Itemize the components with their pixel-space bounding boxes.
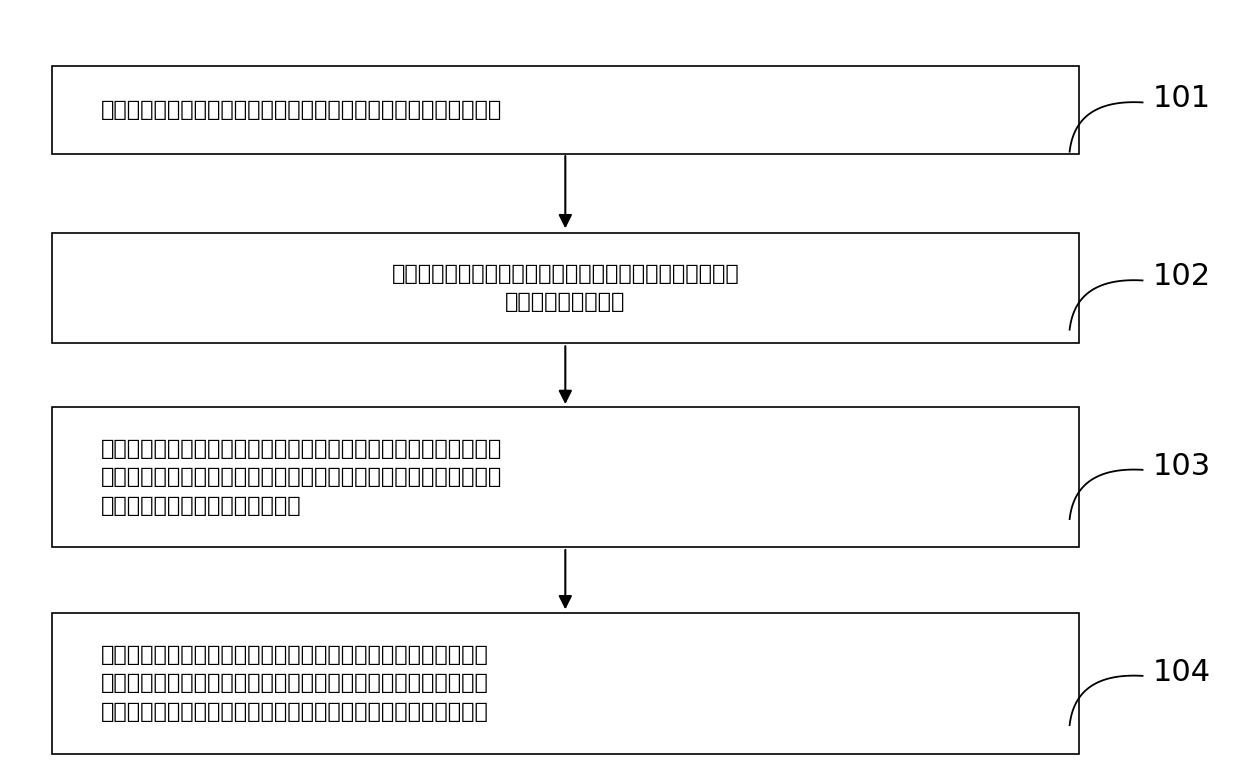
Text: 原始沉积体岩相分布统计，包括对整个层段的统计和每一个: 原始沉积体岩相分布统计，包括对整个层段的统计和每一个: [392, 264, 739, 284]
Text: 101: 101: [1152, 84, 1210, 113]
Text: 升过程和不同时期河道规模变化。: 升过程和不同时期河道规模变化。: [100, 496, 301, 516]
Text: 调整不同时期河道规模比例以适应不同层之间河道的比例的协调性: 调整不同时期河道规模比例以适应不同层之间河道的比例的协调性: [100, 673, 489, 693]
Text: 模拟过程的监测、终止条件和调整，包括整体河道比例到达要求，: 模拟过程的监测、终止条件和调整，包括整体河道比例到达要求，: [100, 645, 489, 665]
Text: 104: 104: [1152, 658, 1210, 686]
Text: 103: 103: [1152, 451, 1210, 481]
Text: ，以及单一相比例的形成的条件化，即按比例来给定形成的条件。: ，以及单一相比例的形成的条件化，即按比例来给定形成的条件。: [100, 702, 489, 722]
Text: ）和伴生沉积（决口和溢岸）及其组合，表征了河床迁移过程中的提: ）和伴生沉积（决口和溢岸）及其组合，表征了河床迁移过程中的提: [100, 468, 502, 488]
FancyBboxPatch shape: [52, 233, 1079, 343]
Text: 垂向网格层的统计。: 垂向网格层的统计。: [505, 292, 625, 312]
Text: 102: 102: [1152, 262, 1210, 291]
FancyBboxPatch shape: [52, 407, 1079, 547]
FancyBboxPatch shape: [52, 614, 1079, 754]
FancyBboxPatch shape: [52, 66, 1079, 154]
Text: 地质模型的网格化，按照河道流向和沉积物形态对地层进行网格化。: 地质模型的网格化，按照河道流向和沉积物形态对地层进行网格化。: [100, 100, 502, 120]
Text: 沉积过程的模拟和沉积记录，包括河道自身的沉积（河道、侧积泥岩: 沉积过程的模拟和沉积记录，包括河道自身的沉积（河道、侧积泥岩: [100, 438, 502, 458]
